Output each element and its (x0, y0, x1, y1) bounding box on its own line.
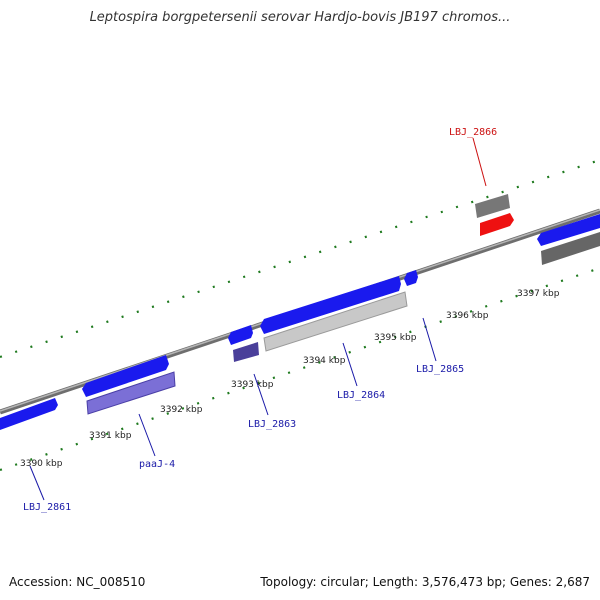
topology-summary: Topology: circular; Length: 3,576,473 bp… (260, 575, 590, 589)
leader-line (138, 413, 156, 457)
gene-box[interactable] (475, 194, 510, 218)
gene-label-lbj-2865[interactable]: LBJ_2865 (416, 364, 464, 375)
gene-label-paaj-4[interactable]: paaJ-4 (139, 459, 175, 470)
leader-line (422, 317, 437, 362)
scale-label: 3390 kbp (20, 459, 63, 469)
gene-box[interactable] (86, 371, 176, 415)
gene-label-lbj-2863[interactable]: LBJ_2863 (248, 419, 296, 430)
accession-text: Accession: NC_008510 (9, 575, 146, 589)
gene-arrow[interactable] (404, 270, 418, 286)
scale-label: 3395 kbp (374, 333, 417, 343)
leader-line (472, 137, 487, 187)
scale-label: 3396 kbp (446, 311, 489, 321)
gene-arrow[interactable] (0, 398, 58, 430)
scale-label: 3392 kbp (160, 405, 203, 415)
leader-line (342, 342, 358, 387)
gene-label-lbj-2866[interactable]: LBJ_2866 (449, 127, 497, 138)
gene-box[interactable] (263, 291, 408, 352)
gene-arrow[interactable] (228, 325, 253, 345)
scale-label: 3394 kbp (303, 356, 346, 366)
gene-arrow-highlight[interactable] (480, 213, 514, 236)
leader-line (253, 373, 269, 416)
scale-label: 3397 kbp (517, 289, 560, 299)
scale-label: 3391 kbp (89, 431, 132, 441)
gene-arrow[interactable] (82, 355, 169, 397)
gene-label-lbj-2861[interactable]: LBJ_2861 (23, 502, 71, 513)
gene-label-lbj-2864[interactable]: LBJ_2864 (337, 390, 385, 401)
scale-label: 3393 kbp (231, 380, 274, 390)
gene-box[interactable] (541, 232, 600, 265)
gene-arrow[interactable] (260, 276, 401, 334)
gene-box[interactable] (233, 342, 259, 362)
gene-arrow[interactable] (537, 214, 600, 246)
map-title: Leptospira borgpetersenii serovar Hardjo… (89, 10, 511, 25)
leader-line (29, 465, 45, 501)
